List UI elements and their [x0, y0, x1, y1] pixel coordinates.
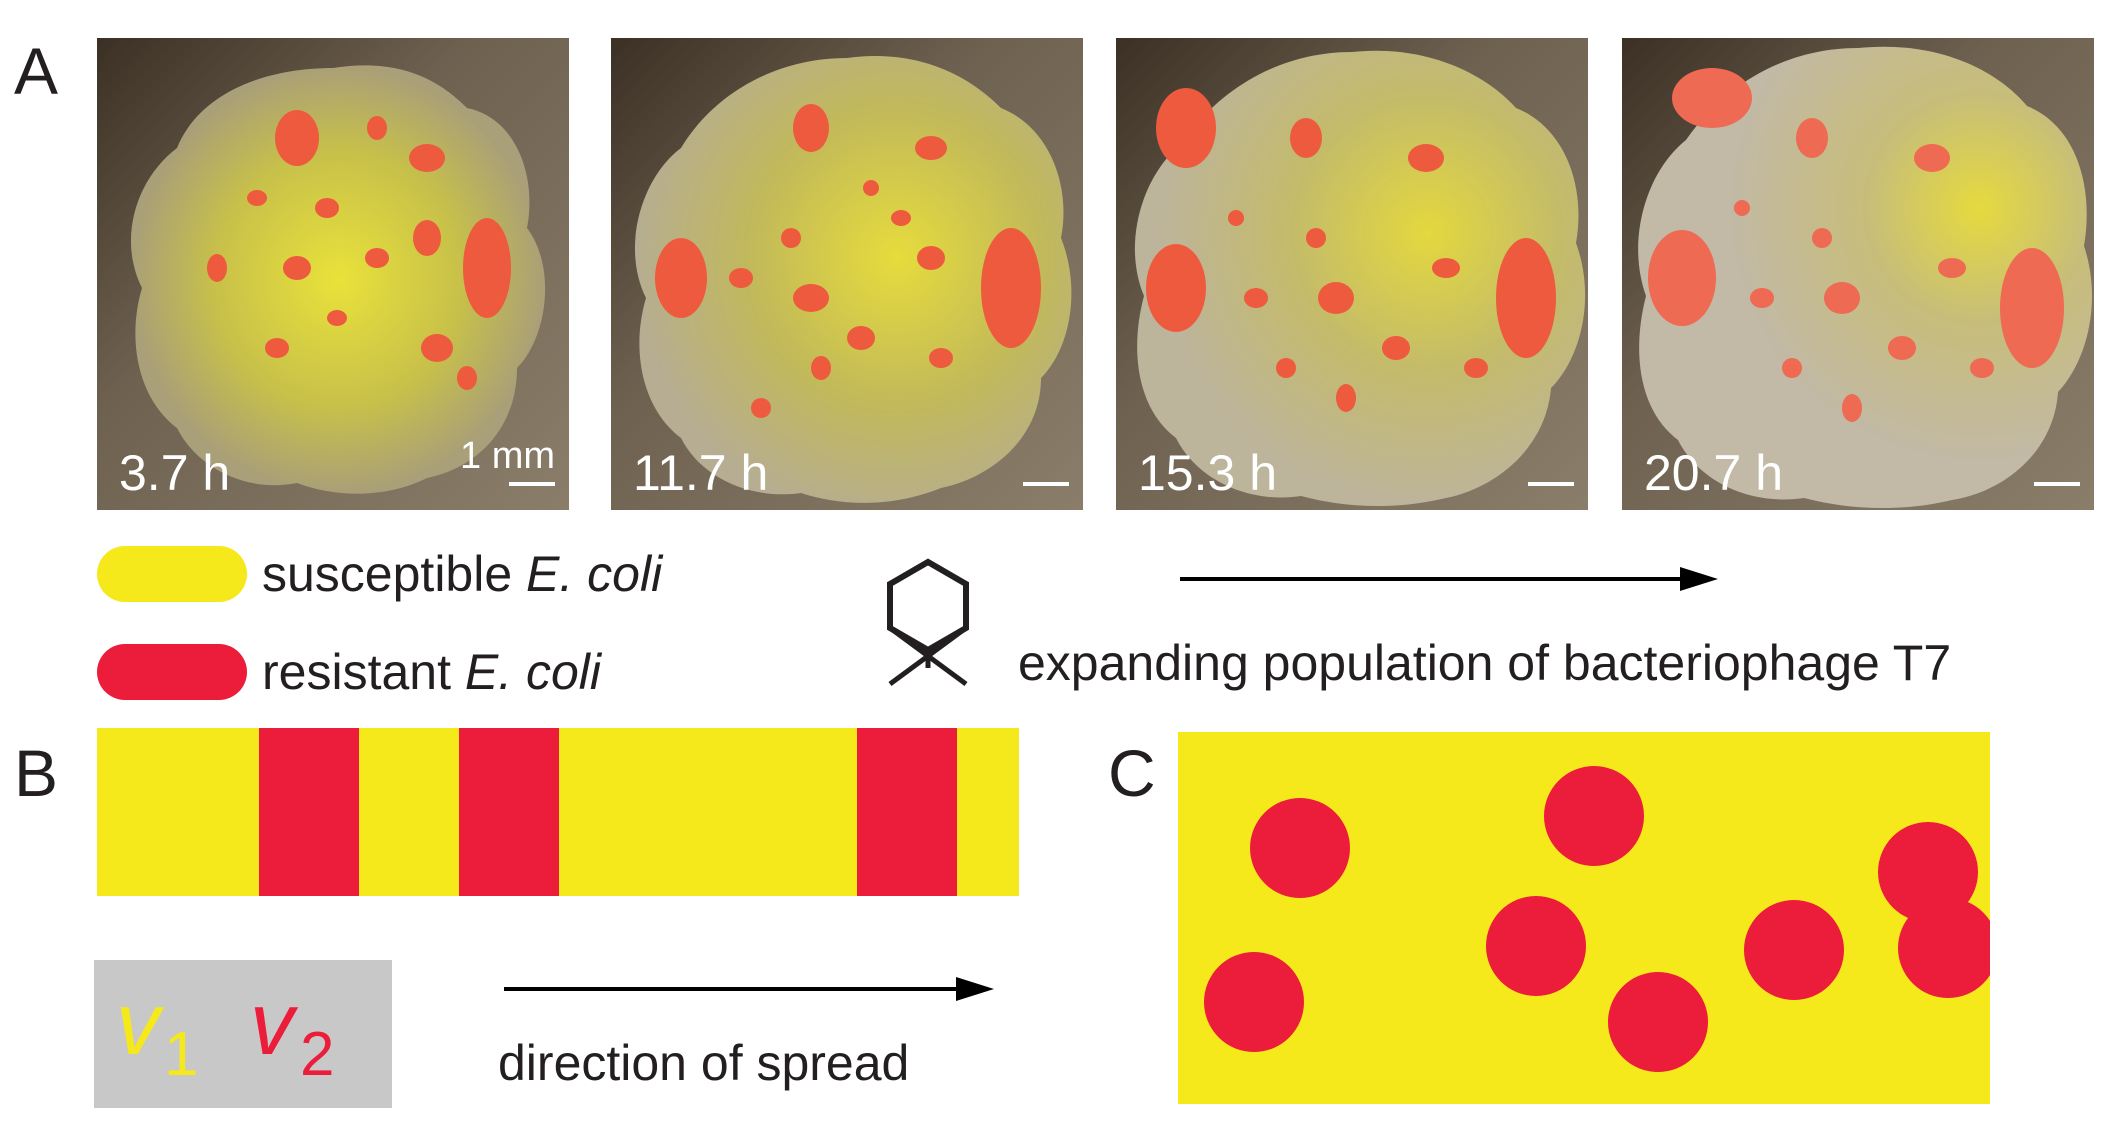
v1-subscript: 1 [164, 1020, 199, 1089]
resistant-band [857, 728, 957, 896]
time-label: 3.7 h [119, 445, 231, 501]
phage-arrow [1180, 567, 1718, 591]
resistant-patch [1744, 900, 1844, 1000]
colony-photo-1: 3.7 h 1 mm [97, 38, 569, 510]
spread-arrow [504, 977, 994, 1001]
resistant-patch [1544, 766, 1644, 866]
resistant-band [459, 728, 559, 896]
time-label: 11.7 h [633, 445, 769, 501]
colony-photo-3: 15.3 h [1116, 38, 1588, 510]
time-label: 15.3 h [1138, 445, 1278, 501]
resistant-patch [1486, 896, 1586, 996]
patch-diagram [1178, 732, 1990, 1104]
velocity-box: v 1 v 2 [94, 960, 392, 1108]
resistant-patch [1608, 972, 1708, 1072]
scale-label: 1 mm [460, 435, 555, 477]
phage-caption: expanding population of bacteriophage T7 [1018, 635, 1952, 691]
resistant-band [259, 728, 359, 896]
scale-bar [2034, 482, 2080, 486]
bacteriophage-icon [887, 558, 969, 686]
susceptible-species: E. coli [526, 546, 663, 602]
resistant-patch [1204, 952, 1304, 1052]
resistant-patches [655, 104, 1041, 418]
resistant-species: E. coli [464, 644, 602, 700]
resistant-patches [207, 110, 511, 390]
resistant-patch [1250, 798, 1350, 898]
panel-label-a: A [14, 34, 59, 108]
colony-image [1134, 50, 1586, 507]
colony-image [1638, 46, 2092, 509]
resistant-patch [1898, 898, 1990, 998]
resistant-swatch [97, 644, 247, 700]
scale-bar [1023, 482, 1069, 486]
resistant-patches [1648, 68, 2064, 422]
colony-image [634, 56, 1072, 503]
strip-diagram [97, 728, 1019, 896]
resistant-label: resistant E. coli [262, 644, 602, 700]
v2-subscript: 2 [300, 1020, 335, 1089]
resistant-patches [1146, 88, 1556, 412]
v2-symbol: v [250, 974, 294, 1073]
colony-image [130, 65, 546, 494]
scale-bar [509, 482, 555, 486]
panel-label-c: C [1108, 736, 1156, 810]
resistant-patch [1878, 822, 1978, 922]
scale-bar [1528, 482, 1574, 486]
susceptible-label: susceptible E. coli [262, 546, 663, 602]
panel-label-b: B [14, 736, 59, 810]
v1-symbol: v [116, 974, 160, 1073]
time-label: 20.7 h [1644, 445, 1784, 501]
colony-photo-2: 11.7 h [611, 38, 1083, 510]
susceptible-swatch [97, 546, 247, 602]
spread-caption: direction of spread [498, 1035, 910, 1091]
colony-photo-4: 20.7 h [1622, 38, 2094, 510]
